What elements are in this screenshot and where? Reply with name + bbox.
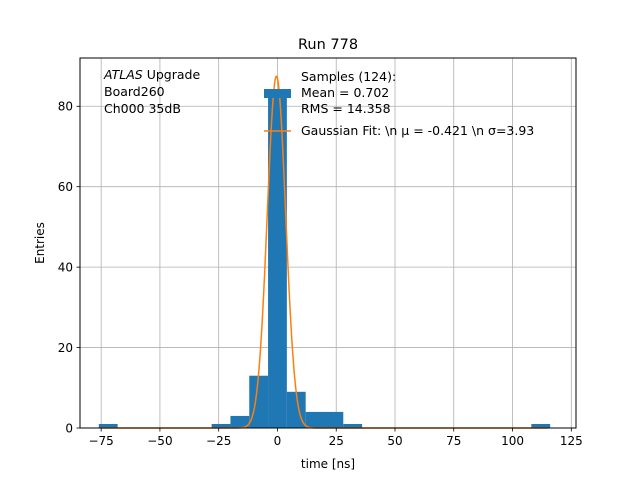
histogram-bar (305, 411, 344, 428)
legend: Samples (124): Mean = 0.702 RMS = 14.358… (264, 69, 534, 138)
histogram-bar (230, 415, 250, 428)
x-tick-label: 75 (446, 434, 461, 448)
y-tick-label: 0 (65, 421, 73, 435)
legend-histogram-swatch (264, 89, 291, 98)
annotation-line: ATLAS Upgrade (103, 67, 200, 82)
y-tick-label: 40 (58, 260, 73, 274)
x-tick-label: 50 (387, 434, 402, 448)
y-tick-label: 80 (58, 100, 73, 114)
histogram-bar (98, 423, 118, 428)
y-tick-label: 60 (58, 180, 73, 194)
y-tick-label: 20 (58, 341, 73, 355)
annotation-text: Board260 (104, 84, 165, 99)
x-tick-label: −50 (147, 434, 172, 448)
annotation-text: Ch000 35dB (104, 101, 181, 116)
histogram-bar (268, 90, 287, 428)
x-tick-label: 125 (560, 434, 583, 448)
x-tick-label: 0 (274, 434, 282, 448)
x-tick-label: −75 (88, 434, 113, 448)
x-axis-label: time [ns] (301, 457, 355, 471)
axes-frame (79, 57, 577, 429)
y-axis-label: Entries (33, 222, 47, 264)
histogram-bar (343, 423, 363, 428)
legend-fit-text: Gaussian Fit: \n μ = -0.421 \n σ=3.93 (301, 123, 534, 138)
atlas-annotation: ATLAS Upgrade Board260 Ch000 35dB (103, 67, 200, 116)
x-axis-ticks: −75 −50 −25 0 25 50 75 100 125 (88, 428, 583, 448)
x-tick-label: −25 (206, 434, 231, 448)
x-tick-label: 25 (329, 434, 344, 448)
annotation-line: Ch000 35dB (104, 101, 181, 116)
annotation-text: Upgrade (143, 67, 201, 82)
legend-samples-text: Mean = 0.702 (301, 85, 389, 100)
annotation-italic-text: ATLAS (103, 67, 143, 82)
histogram-bar (531, 423, 551, 428)
histogram-bars (98, 90, 551, 428)
histogram-bar (249, 375, 269, 428)
y-axis-ticks: 0 20 40 60 80 (58, 100, 80, 435)
annotation-line: Board260 (104, 84, 165, 99)
chart-title: Run 778 (298, 37, 358, 53)
histogram-bar (211, 423, 231, 428)
legend-samples-text: RMS = 14.358 (301, 101, 391, 116)
legend-samples-text: Samples (124): (301, 69, 396, 84)
x-tick-label: 100 (501, 434, 524, 448)
